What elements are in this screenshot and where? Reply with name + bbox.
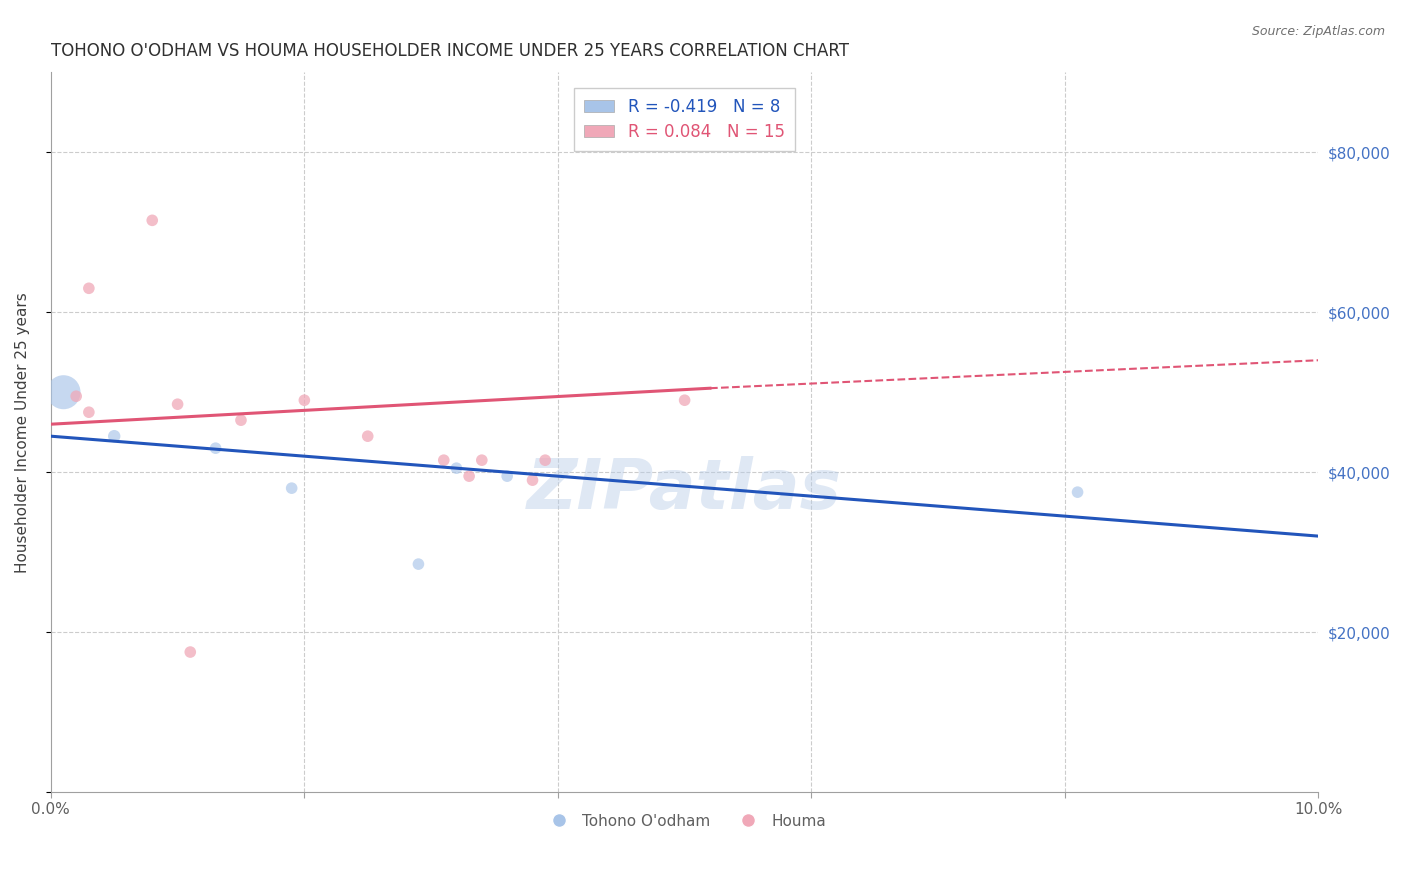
- Point: [280, 481, 302, 495]
- Point: [446, 461, 468, 475]
- Point: [522, 473, 544, 487]
- Point: [673, 393, 696, 408]
- Text: ZIPatlas: ZIPatlas: [527, 456, 842, 524]
- Point: [292, 393, 315, 408]
- Point: [1066, 485, 1088, 500]
- Legend: Tohono O'odham, Houma: Tohono O'odham, Houma: [537, 807, 832, 835]
- Text: Source: ZipAtlas.com: Source: ZipAtlas.com: [1251, 25, 1385, 38]
- Point: [534, 453, 557, 467]
- Point: [65, 389, 87, 403]
- Point: [166, 397, 188, 411]
- Y-axis label: Householder Income Under 25 years: Householder Income Under 25 years: [15, 292, 30, 573]
- Point: [77, 405, 100, 419]
- Point: [141, 213, 163, 227]
- Point: [471, 453, 494, 467]
- Point: [77, 281, 100, 295]
- Point: [408, 557, 430, 571]
- Point: [52, 385, 75, 400]
- Point: [357, 429, 380, 443]
- Point: [229, 413, 252, 427]
- Point: [458, 469, 481, 483]
- Text: TOHONO O'ODHAM VS HOUMA HOUSEHOLDER INCOME UNDER 25 YEARS CORRELATION CHART: TOHONO O'ODHAM VS HOUMA HOUSEHOLDER INCO…: [51, 42, 849, 60]
- Point: [433, 453, 456, 467]
- Point: [496, 469, 519, 483]
- Point: [179, 645, 201, 659]
- Point: [103, 429, 125, 443]
- Point: [204, 441, 226, 455]
